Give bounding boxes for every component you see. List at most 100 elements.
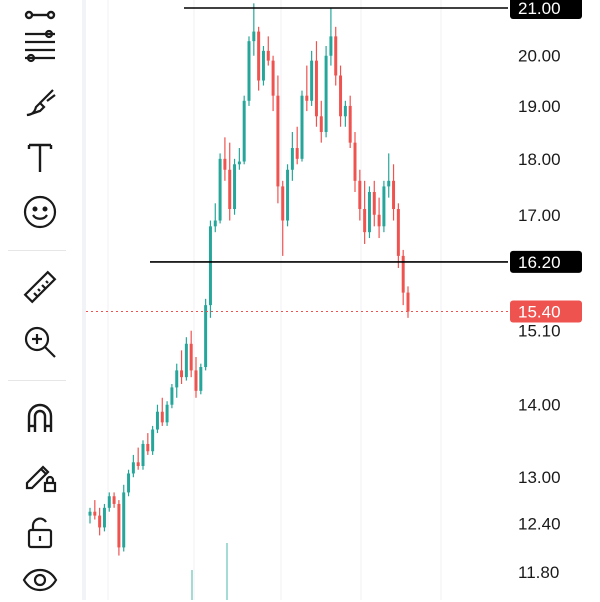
candle-body <box>392 180 396 210</box>
candle <box>382 180 386 233</box>
candle <box>319 100 323 143</box>
candle <box>199 363 203 395</box>
candle <box>117 500 121 556</box>
candles[interactable] <box>88 3 410 556</box>
unlock-icon[interactable] <box>12 510 68 554</box>
price-tick-label: 13.00 <box>518 468 561 487</box>
candle-body <box>194 370 198 391</box>
candle <box>228 142 232 221</box>
horizontal-line-tag[interactable]: 16.20 <box>510 250 582 273</box>
candle-body <box>353 142 357 181</box>
candle-body <box>160 411 164 423</box>
drawing-toolbar <box>0 0 82 600</box>
price-chart[interactable]: 20.00 19.00 18.00 17.00 15.10 14.00 13.00 12.40… <box>86 0 600 600</box>
horizontal-line-label: 16.20 <box>518 253 561 272</box>
text-icon[interactable] <box>12 136 68 180</box>
candle-body <box>155 411 159 430</box>
candle <box>151 425 155 455</box>
candle <box>165 401 169 426</box>
candle <box>257 26 261 91</box>
ruler-icon[interactable] <box>12 265 68 309</box>
candle <box>131 454 135 478</box>
candle-body <box>204 305 208 368</box>
candle <box>204 298 208 371</box>
candle-body <box>266 50 270 61</box>
candle <box>218 153 222 224</box>
candle <box>339 65 343 127</box>
zoom-in-icon[interactable] <box>12 320 68 364</box>
candle-body <box>218 158 222 221</box>
eye-icon[interactable] <box>12 558 68 602</box>
candle <box>295 126 299 165</box>
candle <box>213 203 217 233</box>
candle <box>194 356 198 398</box>
candle-body <box>387 180 391 187</box>
candle <box>160 397 164 426</box>
candle-body <box>175 370 179 388</box>
price-axis[interactable]: 20.00 19.00 18.00 17.00 15.10 14.00 13.00 12.40… <box>510 0 582 582</box>
candle-body <box>367 191 371 233</box>
candle <box>170 383 174 409</box>
price-tick-label: 14.00 <box>518 396 561 415</box>
toolbar-divider <box>8 380 66 381</box>
candle-body <box>88 511 92 516</box>
candle-body <box>184 343 188 378</box>
emoji-icon[interactable] <box>12 190 68 234</box>
candle-body <box>208 226 212 306</box>
candle-body <box>141 443 145 467</box>
candle <box>189 330 193 378</box>
candle-body <box>271 60 275 96</box>
horizontal-lines[interactable] <box>86 7 508 312</box>
candle-body <box>228 169 232 210</box>
candle <box>387 153 391 198</box>
candle-body <box>93 511 97 516</box>
candle <box>208 220 212 318</box>
candle-body <box>257 31 261 81</box>
candle-body <box>98 515 102 528</box>
candle-body <box>127 473 131 493</box>
candle-body <box>300 95 304 159</box>
line-tool-icon[interactable] <box>12 0 68 30</box>
magnet-icon[interactable] <box>12 395 68 439</box>
candle-body <box>377 214 381 227</box>
chart-canvas[interactable]: 20.00 19.00 18.00 17.00 15.10 14.00 13.00 12.40… <box>86 0 600 600</box>
candle-body <box>290 148 294 170</box>
lock-drawing-icon[interactable] <box>12 452 68 496</box>
candle <box>223 137 227 181</box>
candle-body <box>324 55 328 133</box>
candle-body <box>281 186 285 221</box>
candle-body <box>213 220 217 227</box>
horizontal-line-tag[interactable]: 21.00 <box>510 0 582 19</box>
candle <box>300 90 304 162</box>
candle <box>93 500 97 520</box>
candle-body <box>382 186 386 227</box>
candle <box>136 447 140 470</box>
candle <box>233 158 237 215</box>
candle-body <box>233 164 237 210</box>
candle <box>237 148 241 170</box>
candle-body <box>252 31 256 42</box>
candle <box>102 503 106 532</box>
candle <box>175 363 179 398</box>
price-tick-label: 18.00 <box>518 150 561 169</box>
candle <box>127 469 131 497</box>
candle <box>363 180 367 244</box>
toolbar-separator <box>82 0 86 600</box>
fib-tool-icon[interactable] <box>12 24 68 68</box>
candle-body <box>237 161 241 165</box>
current-price-label: 15.40 <box>518 302 561 321</box>
candle-body <box>286 169 290 221</box>
candle-body <box>131 462 135 474</box>
candle-body <box>310 60 314 101</box>
candle-body <box>117 503 121 548</box>
candle <box>358 169 362 221</box>
candle-body <box>363 209 367 233</box>
candle-body <box>276 95 280 187</box>
brush-icon[interactable] <box>12 80 68 124</box>
candle <box>271 55 275 112</box>
current-price-tag[interactable]: 15.40 <box>510 300 582 323</box>
candle <box>247 36 251 106</box>
candle-body <box>348 105 352 143</box>
candle <box>343 100 347 127</box>
